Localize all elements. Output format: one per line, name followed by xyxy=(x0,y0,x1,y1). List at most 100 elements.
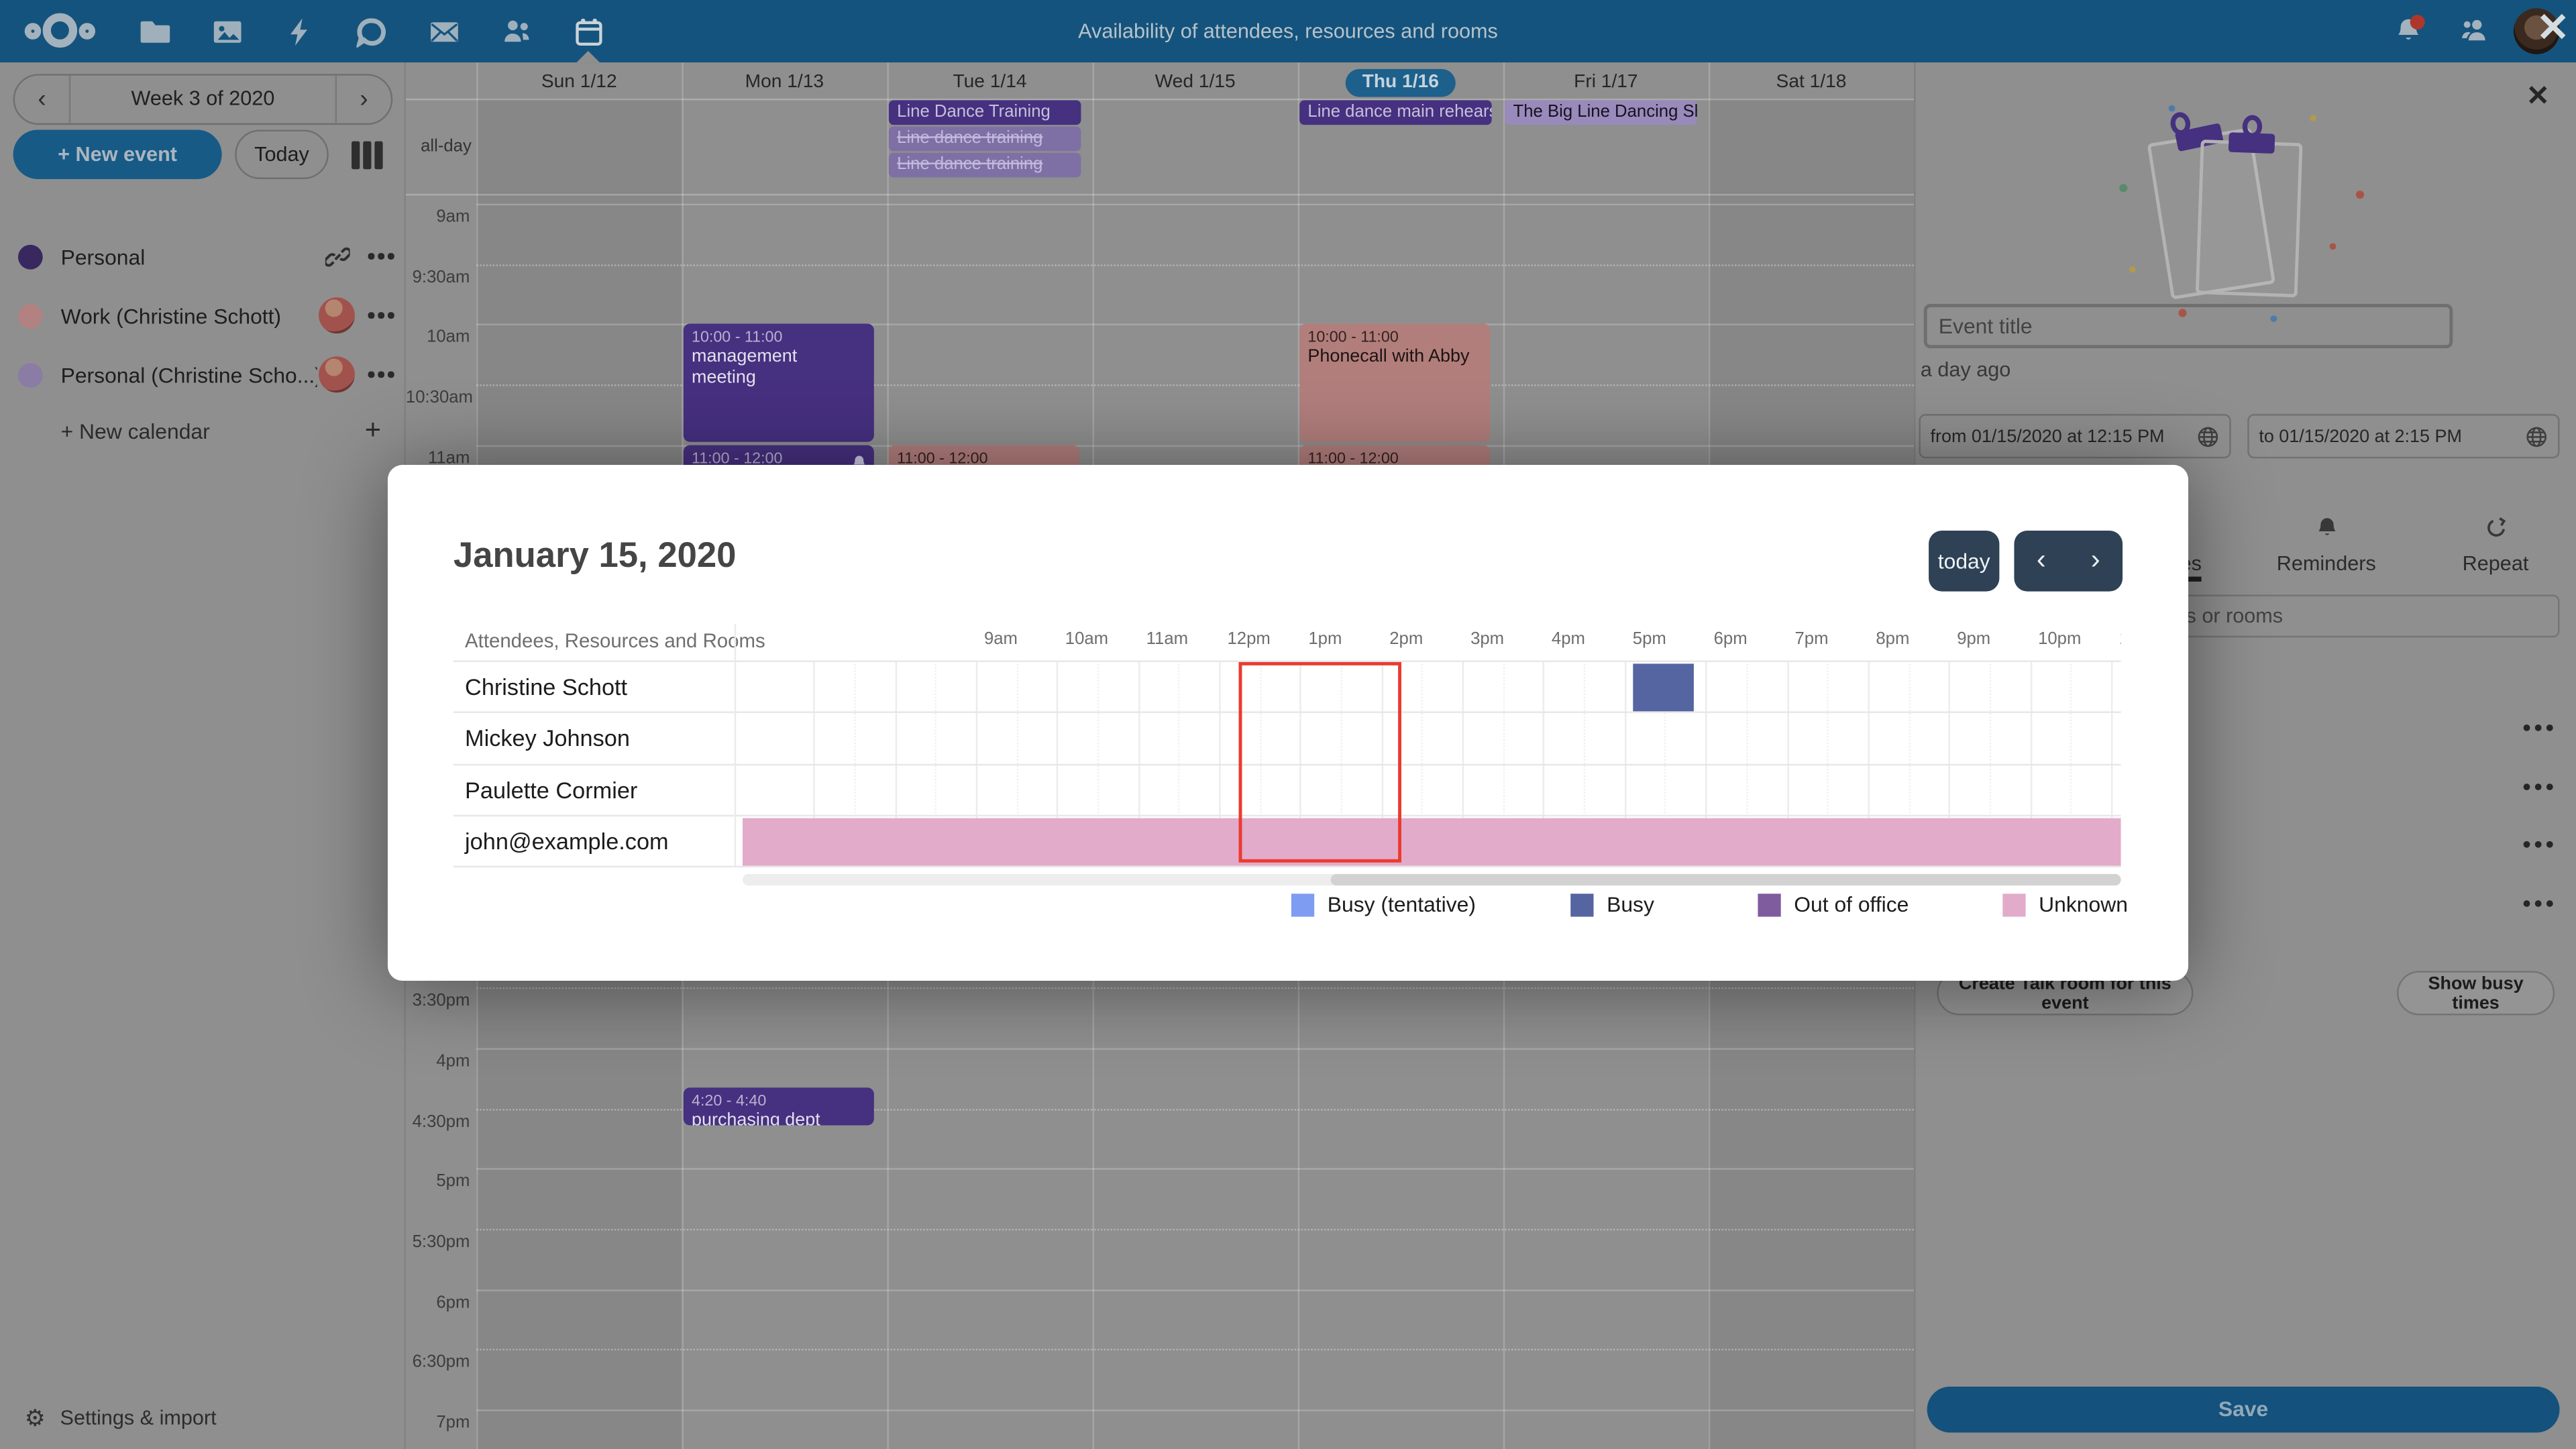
attendee-options-menu[interactable] xyxy=(2523,900,2553,907)
all-day-event[interactable]: Line dance training xyxy=(888,152,1081,177)
timezone-globe-icon xyxy=(2198,426,2218,446)
modal-prev-day-button[interactable]: ‹ xyxy=(2036,543,2046,576)
modal-hour-label: 10am xyxy=(1065,629,1109,649)
mail-app-icon[interactable] xyxy=(407,0,480,62)
week-view-toggle-icon[interactable] xyxy=(345,135,388,176)
calendar-actions-menu[interactable] xyxy=(356,372,405,378)
to-datetime-field[interactable]: to 01/15/2020 at 2:15 PM xyxy=(2247,414,2560,459)
calendar-name: Personal (Christine Scho...) xyxy=(60,362,317,387)
hour-line xyxy=(476,264,1915,266)
calendar-actions-menu[interactable] xyxy=(356,312,405,319)
selection-box[interactable] xyxy=(1239,661,1402,863)
hour-line xyxy=(476,1168,1915,1171)
modal-today-button[interactable]: today xyxy=(1929,531,2000,592)
hour-line xyxy=(476,1349,1915,1351)
talk-app-icon[interactable] xyxy=(335,0,408,62)
photos-app-icon[interactable] xyxy=(191,0,263,62)
modal-hour-label: 4pm xyxy=(1551,629,1585,649)
modal-hour-label: 12pm xyxy=(1227,629,1271,649)
attendee-options-menu[interactable] xyxy=(2523,724,2553,731)
show-busy-times-button[interactable]: Show busy times xyxy=(2397,971,2555,1016)
modal-hour-label: 11pm xyxy=(2119,629,2121,649)
tab-reminders[interactable]: Reminders xyxy=(2253,516,2400,575)
user-avatar[interactable]: ✕ xyxy=(2513,8,2569,54)
today-button[interactable]: Today xyxy=(235,129,329,179)
all-day-event[interactable]: Line Dance Training xyxy=(888,100,1081,124)
all-day-event[interactable]: Line dance main rehearsal xyxy=(1299,100,1492,124)
alarm-bell-icon xyxy=(851,450,867,480)
files-app-icon[interactable] xyxy=(118,0,191,62)
attendee-options-menu[interactable] xyxy=(2523,783,2553,790)
calendar-app-icon[interactable] xyxy=(552,0,625,63)
from-datetime-field[interactable]: from 01/15/2020 at 12:15 PM xyxy=(1919,414,2231,459)
calendar-item[interactable]: Personal (Christine Scho...) xyxy=(0,345,406,404)
timeline-scrollbar[interactable] xyxy=(742,873,2121,886)
calendar-owner-avatar xyxy=(317,356,357,393)
modal-attendee-name: Mickey Johnson xyxy=(465,724,630,751)
row-line xyxy=(453,865,2121,868)
day-header[interactable]: Thu 1/16 xyxy=(1298,68,1503,97)
calendar-item[interactable]: Personal xyxy=(0,227,406,286)
modal-hour-label: 8pm xyxy=(1876,629,1910,649)
all-day-event[interactable]: Line dance training xyxy=(888,126,1081,151)
modal-hour-label: 3pm xyxy=(1470,629,1505,649)
modal-nav-buttons: ‹ › xyxy=(2014,531,2123,592)
time-label: 10am xyxy=(427,327,470,347)
hour-line xyxy=(476,324,1915,326)
week-label[interactable]: Week 3 of 2020 xyxy=(68,75,337,123)
hour-line xyxy=(476,445,1915,447)
avatar-close-icon[interactable]: ✕ xyxy=(2536,6,2570,51)
unknown-block xyxy=(742,817,2121,866)
event-time: 11:00 - 12:00 xyxy=(692,449,783,468)
calendar-item[interactable]: Work (Christine Schott) xyxy=(0,286,406,345)
scrollbar-thumb[interactable] xyxy=(1330,873,2121,886)
new-event-button[interactable]: + New event xyxy=(13,129,222,179)
legend-item: Busy (tentative) xyxy=(1291,892,1476,917)
calendar-event[interactable]: 10:00 - 11:00 Phonecall with Abby xyxy=(1299,324,1491,443)
tab-repeat[interactable]: Repeat xyxy=(2422,516,2569,575)
all-day-event[interactable]: The Big Line Dancing Show xyxy=(1505,100,1697,124)
event-time: 10:00 - 11:00 xyxy=(692,329,783,347)
calendar-actions-menu[interactable] xyxy=(356,253,405,260)
modal-next-day-button[interactable]: › xyxy=(2090,543,2100,576)
next-week-button[interactable]: › xyxy=(360,85,368,113)
modal-hour-label: 7pm xyxy=(1794,629,1829,649)
event-time: 11:00 - 12:00 xyxy=(1307,449,1399,468)
hour-line xyxy=(476,203,1915,206)
header-divider xyxy=(405,98,1915,101)
settings-import-button[interactable]: ⚙ Settings & import xyxy=(0,1397,406,1440)
day-header[interactable]: Sat 1/18 xyxy=(1776,72,1847,93)
calendar-color-dot xyxy=(17,244,43,269)
nextcloud-logo-icon[interactable] xyxy=(23,11,96,51)
event-title-input[interactable] xyxy=(1923,304,2453,349)
save-button[interactable]: Save xyxy=(1927,1386,2560,1433)
contacts-menu-icon[interactable] xyxy=(2441,0,2507,62)
previous-week-button[interactable]: ‹ xyxy=(38,85,46,113)
clipboard-illustration xyxy=(2112,99,2392,329)
day-header[interactable]: Fri 1/17 xyxy=(1574,72,1638,93)
share-link-icon xyxy=(317,244,357,269)
day-header[interactable]: Mon 1/13 xyxy=(745,72,824,93)
contacts-app-icon[interactable] xyxy=(480,0,552,62)
calendar-event[interactable]: 4:20 - 4:40 purchasing dept xyxy=(683,1087,874,1126)
gear-icon: ⚙ xyxy=(24,1403,46,1430)
modal-hour-label: 11am xyxy=(1146,629,1189,649)
day-header[interactable]: Wed 1/15 xyxy=(1155,72,1236,93)
all-day-label: all-day xyxy=(421,136,472,156)
hour-line xyxy=(476,1409,1915,1411)
day-header[interactable]: Tue 1/14 xyxy=(953,72,1027,93)
hour-line xyxy=(476,1047,1915,1050)
row-line xyxy=(453,763,2121,765)
activity-app-icon[interactable] xyxy=(263,0,335,62)
new-calendar-button[interactable]: + New calendar + xyxy=(0,406,406,455)
notifications-bell-icon[interactable] xyxy=(2375,0,2441,62)
top-bar: Availability of attendees, resources and… xyxy=(0,0,2576,63)
app-icon-bar xyxy=(118,0,625,63)
attendee-options-menu[interactable] xyxy=(2523,841,2553,849)
modal-attendee-name: Christine Schott xyxy=(465,674,628,700)
day-header[interactable]: Sun 1/12 xyxy=(541,72,617,93)
calendar-event[interactable]: 10:00 - 11:00 management meeting xyxy=(683,324,874,443)
close-panel-icon[interactable]: ✕ xyxy=(2526,80,2550,112)
time-label: 9am xyxy=(436,207,470,227)
modal-date-title: January 15, 2020 xyxy=(453,535,737,576)
